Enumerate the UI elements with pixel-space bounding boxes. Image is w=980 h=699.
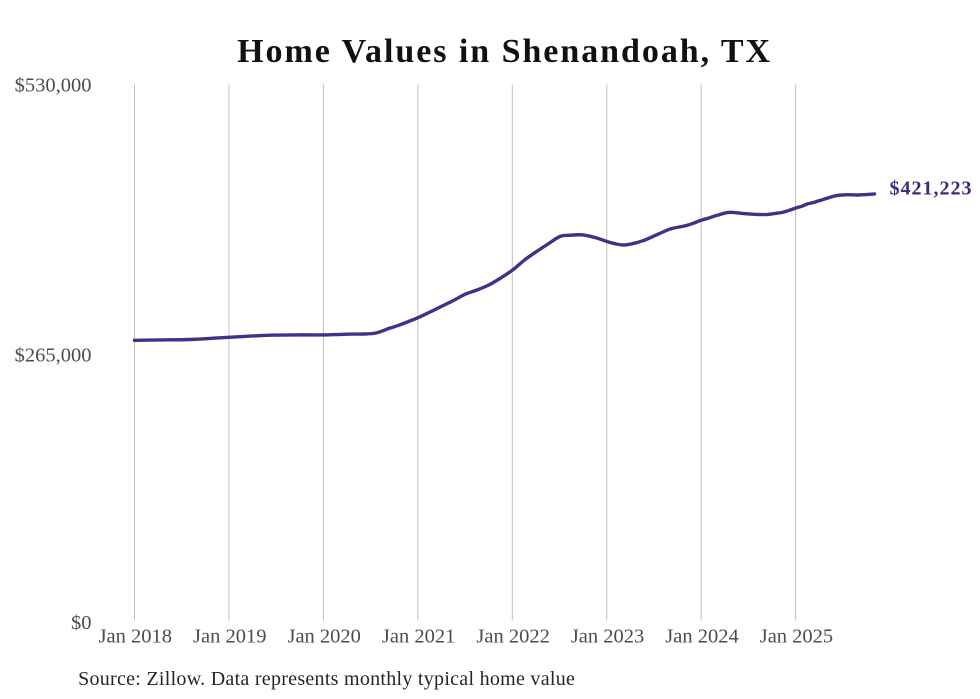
svg-text:Jan 2024: Jan 2024 (665, 626, 738, 648)
svg-text:$530,000: $530,000 (15, 75, 92, 97)
svg-text:Jan 2019: Jan 2019 (193, 626, 266, 648)
svg-text:Jan 2022: Jan 2022 (476, 626, 549, 648)
svg-text:Jan 2023: Jan 2023 (571, 626, 644, 648)
svg-text:Jan 2020: Jan 2020 (287, 626, 360, 648)
svg-text:$421,223: $421,223 (890, 178, 973, 200)
svg-text:Jan 2021: Jan 2021 (382, 626, 455, 648)
svg-text:Jan 2025: Jan 2025 (760, 626, 833, 648)
svg-text:$0: $0 (71, 612, 92, 634)
svg-text:$265,000: $265,000 (15, 344, 92, 366)
svg-text:Source: Zillow. Data represent: Source: Zillow. Data represents monthly … (78, 668, 575, 690)
svg-text:Home Values in Shenandoah, TX: Home Values in Shenandoah, TX (237, 33, 772, 70)
svg-text:Jan 2018: Jan 2018 (99, 626, 172, 648)
